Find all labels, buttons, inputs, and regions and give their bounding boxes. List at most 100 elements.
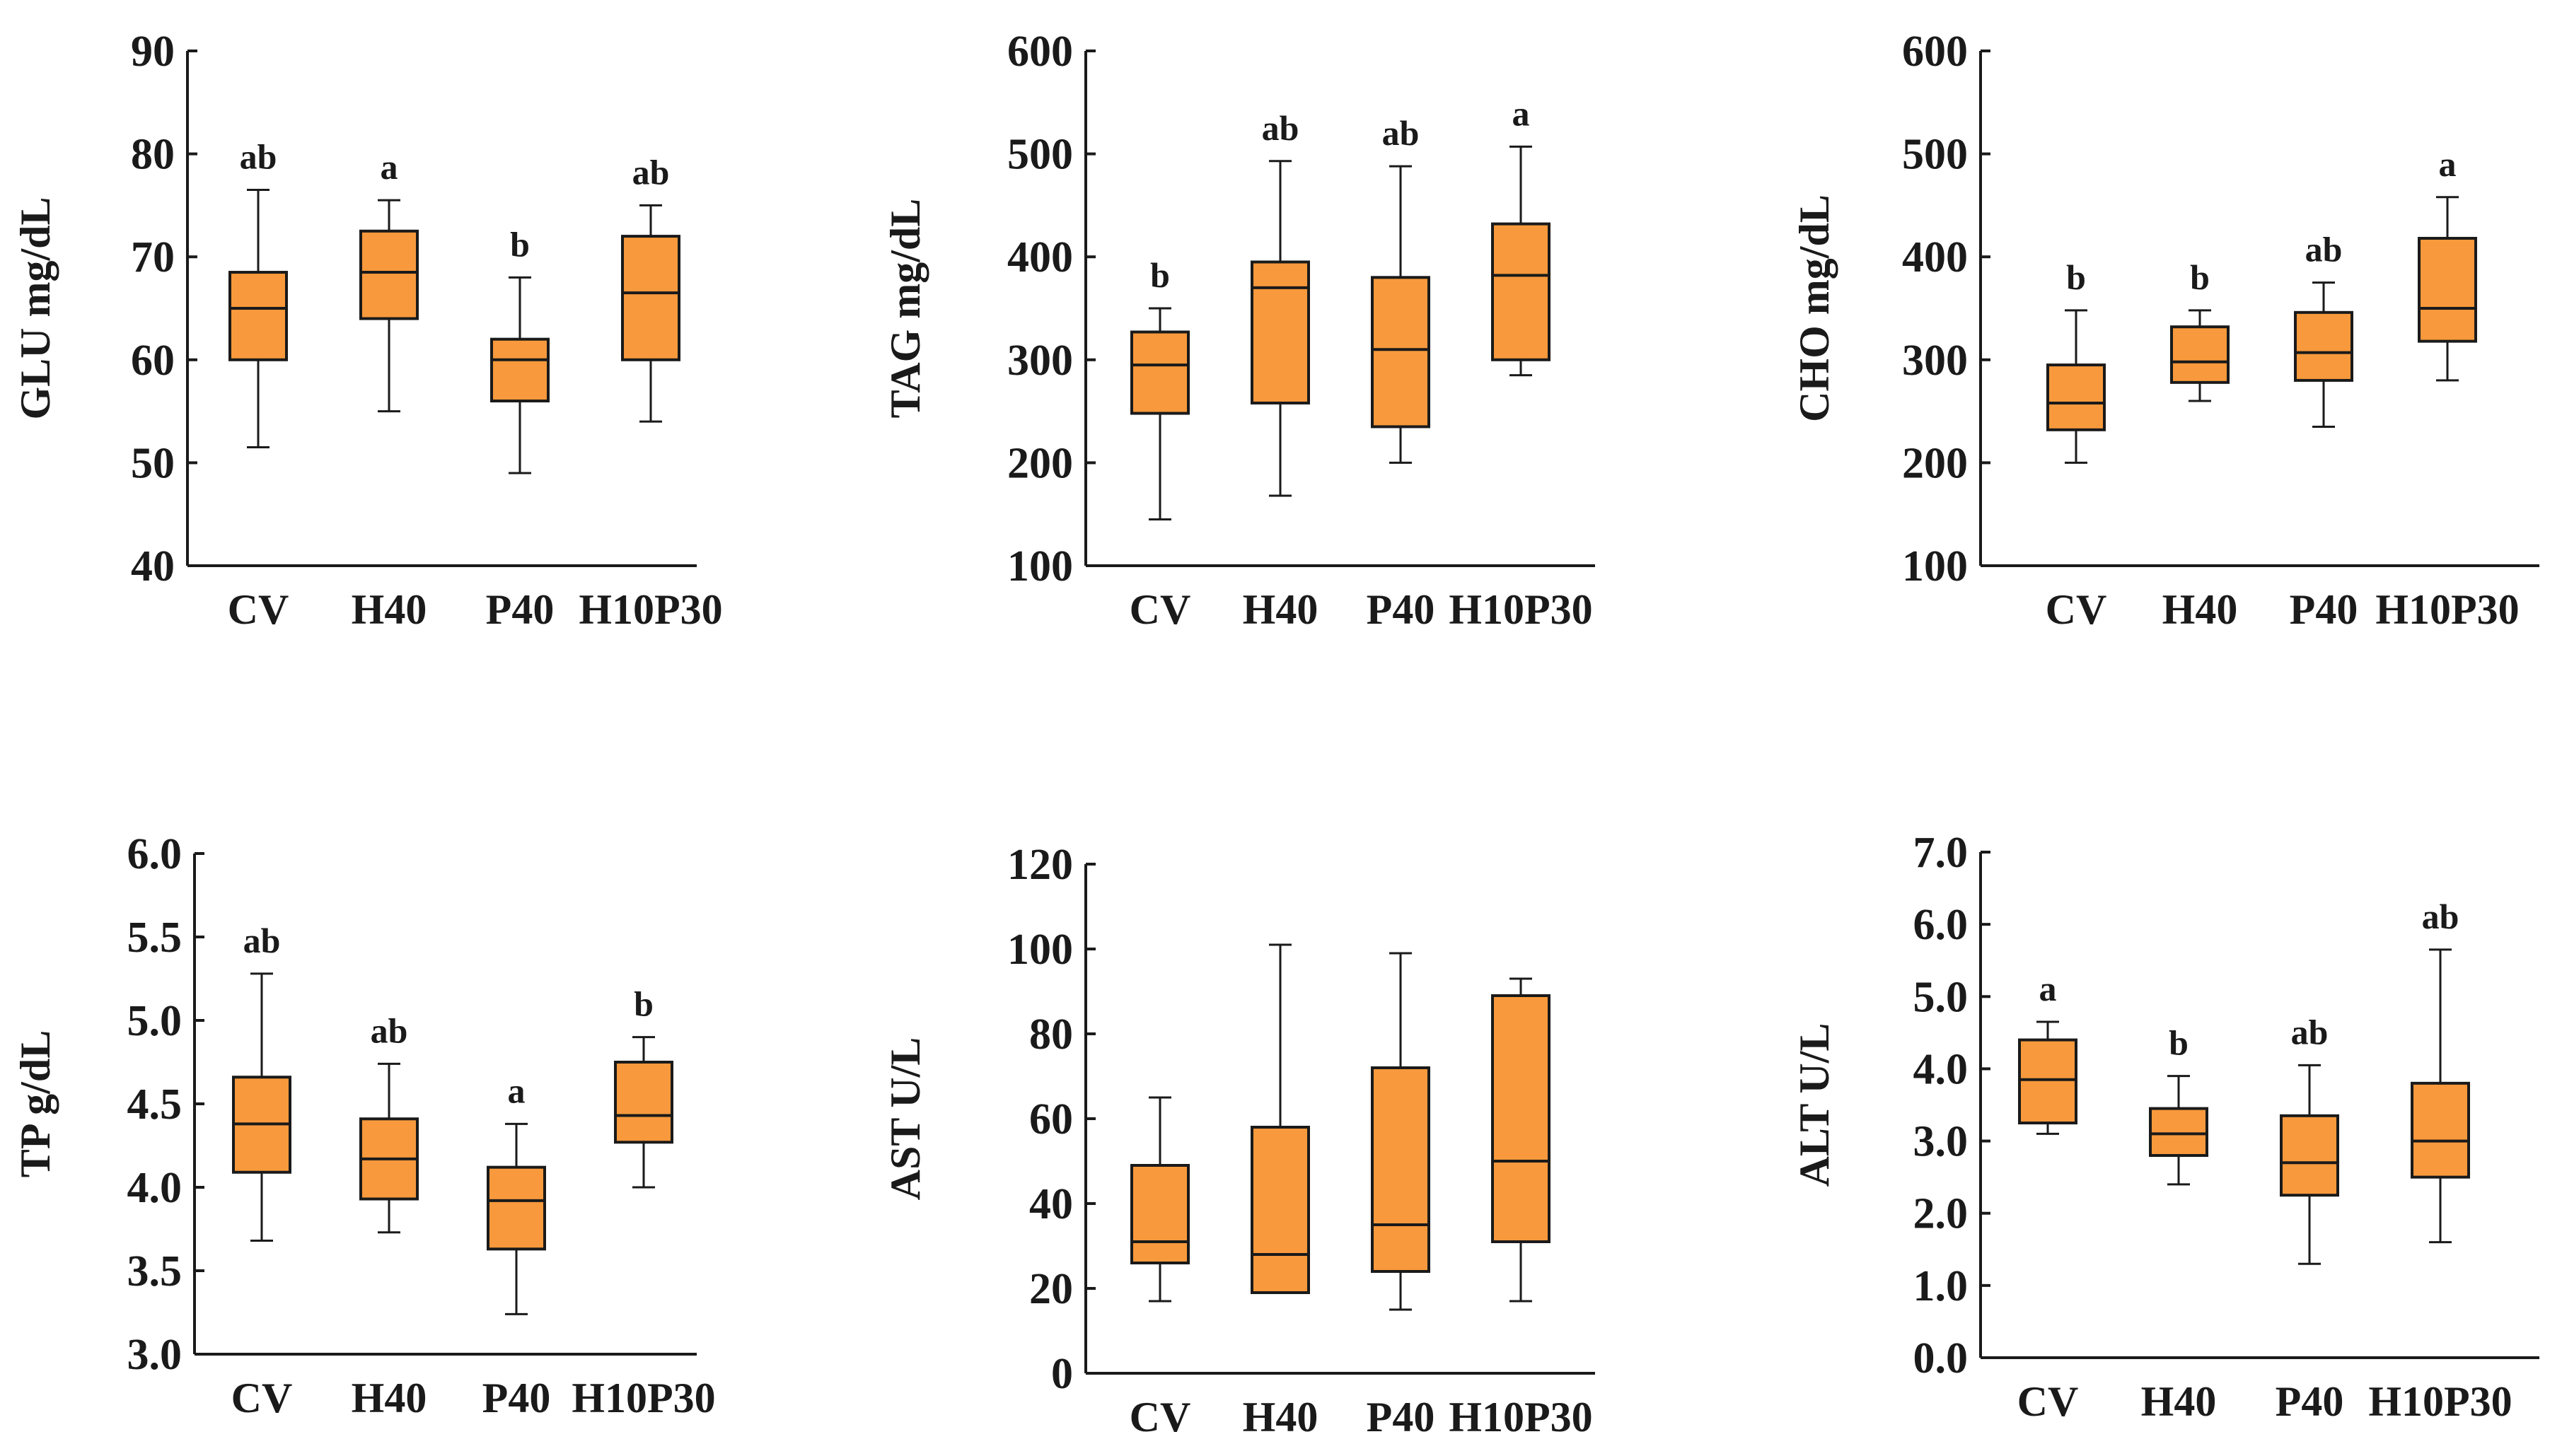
- y-axis-title: TAG mg/dL: [882, 199, 929, 419]
- x-category-label: CV: [1130, 586, 1191, 633]
- significance-letter: ab: [1382, 113, 1420, 153]
- y-tick-label: 400: [1007, 233, 1073, 281]
- box-cv: ab: [228, 137, 288, 449]
- y-tick-label: 500: [1902, 131, 1968, 179]
- y-tick-label: 400: [1902, 233, 1968, 281]
- x-category-label: CV: [2046, 586, 2107, 633]
- significance-letter: ab: [243, 921, 281, 960]
- iqr-box: [1371, 276, 1430, 429]
- iqr-box: [2294, 310, 2353, 382]
- y-tick-label: 0: [1051, 1350, 1073, 1398]
- y-tick-label: 40: [1029, 1180, 1073, 1228]
- x-category-label: P40: [1367, 586, 1435, 633]
- y-tick-label: 70: [131, 233, 175, 281]
- significance-letter: b: [634, 984, 654, 1024]
- y-tick-label: 3.0: [127, 1331, 182, 1379]
- significance-letter: a: [381, 147, 398, 187]
- box-cv: b: [1130, 255, 1190, 520]
- y-tick-label: 7.0: [1913, 829, 1969, 877]
- x-category-label: H10P30: [1449, 1394, 1592, 1440]
- y-tick-label: 90: [131, 28, 175, 76]
- chart-panel-6: 0.0 1.0 2.0 3.0 4.0 5.0 6.0 7.0 ALT U/L a CV b H40 ab…: [1791, 829, 2539, 1425]
- iqr-box: [2046, 363, 2106, 431]
- x-category-label: P40: [482, 1375, 551, 1421]
- box-h40: ab: [1251, 108, 1310, 497]
- y-axis-title: TP g/dL: [12, 1030, 59, 1177]
- box-h10p30: a: [1491, 93, 1550, 377]
- iqr-box: [614, 1061, 673, 1144]
- box-p40: [1371, 952, 1430, 1311]
- box-cv: ab: [232, 921, 291, 1242]
- x-category-label: CV: [1130, 1394, 1191, 1440]
- box-h40: [1251, 943, 1310, 1294]
- y-tick-label: 0.0: [1913, 1334, 1969, 1382]
- significance-letter: ab: [1262, 108, 1299, 148]
- iqr-box: [2170, 325, 2230, 384]
- box-h40: b: [2149, 1023, 2208, 1186]
- box-h40: a: [359, 147, 419, 413]
- significance-letter: b: [2169, 1023, 2189, 1063]
- y-tick-label: 600: [1007, 28, 1073, 76]
- iqr-box: [2411, 1081, 2470, 1179]
- y-tick-label: 5.0: [127, 997, 182, 1045]
- y-tick-label: 80: [131, 131, 175, 179]
- x-category-label: H40: [2141, 1378, 2217, 1425]
- chart-panel-5: 0 20 40 60 80 100 120 AST U/L CV H40 P40 H10P30: [882, 841, 1595, 1440]
- x-category-label: H40: [1243, 586, 1318, 633]
- y-tick-label: 50: [131, 439, 175, 487]
- x-category-label: H40: [2162, 586, 2238, 633]
- y-axis-title: ALT U/L: [1791, 1023, 1838, 1187]
- iqr-box: [1130, 1164, 1190, 1264]
- box-h40: ab: [359, 1011, 419, 1234]
- box-p40: ab: [1371, 113, 1430, 464]
- iqr-box: [621, 235, 680, 361]
- x-category-label: H40: [352, 586, 427, 633]
- y-tick-label: 4.5: [127, 1081, 182, 1129]
- significance-letter: b: [2190, 257, 2210, 297]
- box-p40: b: [490, 224, 550, 474]
- x-category-label: H10P30: [572, 1375, 715, 1421]
- y-tick-label: 60: [131, 337, 175, 385]
- x-category-label: P40: [2290, 586, 2358, 633]
- y-tick-label: 3.0: [1913, 1118, 1969, 1166]
- significance-letter: ab: [632, 152, 670, 192]
- box-h10p30: a: [2418, 144, 2477, 382]
- y-tick-label: 100: [1902, 542, 1968, 590]
- iqr-box: [2018, 1038, 2077, 1125]
- iqr-box: [359, 229, 419, 320]
- iqr-box: [2149, 1107, 2208, 1158]
- x-category-label: H40: [352, 1375, 427, 1421]
- significance-letter: a: [1512, 93, 1530, 133]
- significance-letter: a: [2039, 969, 2057, 1008]
- chart-panel-3: 100 200 300 400 500 600 CHO mg/dL b CV b H40 ab P40 a…: [1791, 28, 2539, 633]
- x-category-label: H10P30: [2375, 586, 2519, 633]
- box-cv: [1130, 1096, 1190, 1303]
- significance-letter: ab: [2291, 1012, 2329, 1052]
- y-tick-label: 200: [1007, 439, 1073, 487]
- y-tick-label: 1.0: [1913, 1262, 1969, 1310]
- y-tick-label: 2.0: [1913, 1190, 1969, 1238]
- box-h10p30: ab: [621, 152, 680, 423]
- significance-letter: ab: [371, 1011, 408, 1050]
- significance-letter: ab: [240, 137, 277, 177]
- x-category-label: H10P30: [2368, 1378, 2512, 1425]
- y-tick-label: 5.0: [1913, 973, 1969, 1021]
- iqr-box: [1251, 260, 1310, 404]
- box-cv: b: [2046, 257, 2106, 464]
- iqr-box: [2418, 236, 2477, 343]
- x-category-label: P40: [486, 586, 555, 633]
- iqr-box: [1130, 330, 1190, 415]
- box-h40: b: [2170, 257, 2230, 402]
- y-tick-label: 6.0: [1913, 901, 1969, 949]
- x-category-label: H10P30: [1449, 586, 1592, 633]
- x-category-label: H10P30: [579, 586, 722, 633]
- iqr-box: [2280, 1114, 2339, 1197]
- x-category-label: CV: [228, 586, 289, 633]
- y-tick-label: 20: [1029, 1265, 1073, 1313]
- significance-letter: b: [2066, 257, 2086, 297]
- y-tick-label: 100: [1007, 926, 1073, 974]
- chart-panel-2: 100 200 300 400 500 600 TAG mg/dL b CV ab H40 ab P40…: [882, 28, 1595, 633]
- box-p40: a: [487, 1071, 546, 1315]
- x-category-label: CV: [2017, 1378, 2079, 1425]
